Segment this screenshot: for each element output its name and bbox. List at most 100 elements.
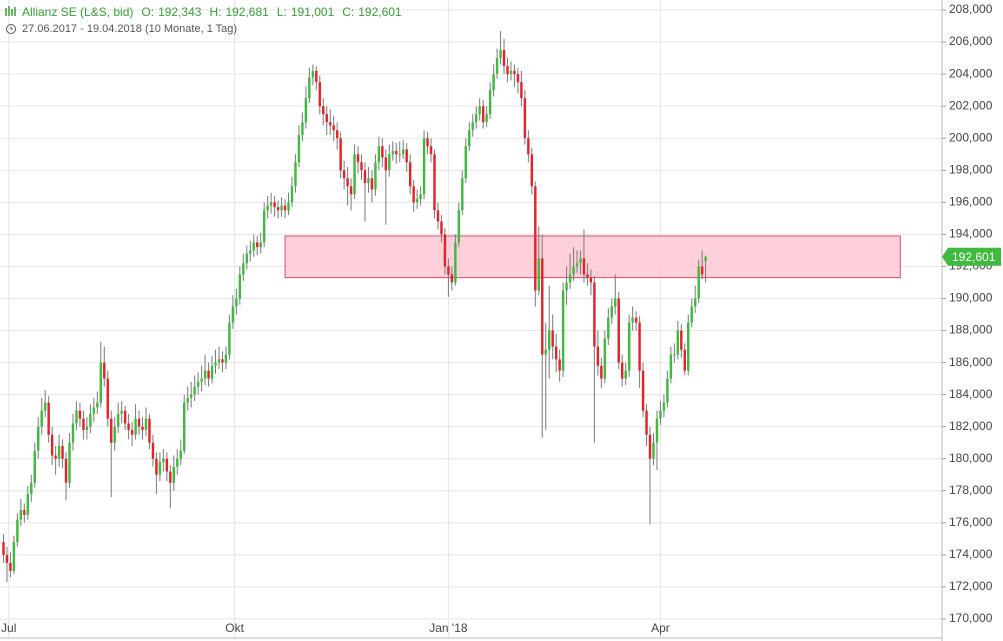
candle-body	[582, 258, 586, 275]
candle-body	[516, 74, 520, 83]
candle-body	[61, 445, 64, 459]
candle-body	[680, 330, 683, 350]
y-tick-label: 182,000	[949, 419, 993, 433]
candle-body	[231, 306, 235, 323]
candle-body	[527, 138, 530, 155]
candle-body	[259, 242, 262, 248]
candle-body	[395, 151, 398, 155]
candle-body	[217, 359, 221, 363]
quote-value: 192,601	[358, 5, 402, 19]
candle-body	[697, 266, 700, 299]
candle-body	[666, 378, 669, 403]
candle-body	[544, 349, 547, 355]
candle-body	[127, 423, 130, 430]
candle-body	[568, 274, 572, 283]
candle-body	[464, 146, 468, 179]
quote-label: L:	[277, 5, 287, 19]
candle-body	[367, 178, 370, 184]
candle-body	[700, 266, 704, 275]
candle-body	[471, 122, 474, 131]
candle-body	[78, 410, 82, 419]
candle-body	[384, 157, 388, 171]
candle-body	[242, 263, 245, 275]
candle-body	[693, 298, 697, 307]
candle-body	[443, 234, 447, 267]
candle-body	[304, 98, 308, 123]
candle-body	[422, 138, 426, 195]
candle-body	[405, 149, 408, 163]
candle-body	[40, 410, 43, 427]
candle-body	[116, 413, 120, 427]
candle-body	[92, 407, 96, 414]
quote-label: O:	[141, 5, 154, 19]
candle-body	[558, 359, 561, 371]
x-tick-label: Okt	[225, 621, 244, 635]
candle-body	[221, 359, 224, 363]
candle-body	[492, 74, 495, 91]
candle-body	[381, 146, 384, 158]
zone-band	[284, 235, 901, 279]
candle-body	[96, 402, 99, 408]
y-tick-label: 188,000	[949, 323, 993, 337]
quote-value: 191,001	[291, 5, 335, 19]
candle-body	[68, 442, 71, 483]
candle-body	[189, 394, 193, 398]
candle-body	[99, 362, 103, 403]
candle-body	[454, 242, 457, 283]
candle-body	[19, 510, 23, 520]
candle-body	[620, 362, 624, 379]
candle-body	[50, 434, 54, 456]
header: Allianz SE (L&S, bid) O: 192,343 H: 192,681…	[5, 5, 402, 35]
candle-body	[402, 149, 405, 155]
candle-body	[641, 370, 645, 411]
candle-body	[520, 82, 523, 99]
candle-body	[252, 242, 255, 251]
candle-body	[391, 151, 395, 155]
y-tick-label: 186,000	[949, 355, 993, 369]
candle-body	[287, 202, 290, 211]
candle-body	[186, 397, 189, 403]
candle-body	[541, 258, 544, 355]
candle-body	[502, 50, 506, 67]
candle-body	[537, 258, 540, 291]
candle-body	[283, 205, 287, 211]
candle-body	[301, 122, 304, 136]
y-tick-label: 174,000	[949, 547, 993, 561]
candle-body	[634, 317, 638, 323]
candle-body	[318, 82, 322, 107]
candle-body	[617, 298, 620, 363]
candle-body	[474, 114, 478, 123]
candle-body	[23, 510, 26, 515]
candle-body	[332, 125, 335, 131]
candle-body	[547, 330, 551, 350]
candle-body	[436, 210, 440, 222]
y-tick-label: 208,000	[949, 2, 993, 16]
y-tick-label: 194,000	[949, 227, 993, 241]
candle-body	[235, 298, 238, 307]
candle-body	[554, 346, 558, 360]
candle-body	[134, 418, 137, 435]
chart-subtitle: 27.06.2017 - 19.04.2018 (10 Monate, 1 Ta…	[22, 23, 237, 35]
candle-body	[64, 458, 68, 483]
candle-body	[137, 418, 141, 427]
candle-body	[249, 250, 252, 254]
candle-body	[193, 386, 196, 395]
candle-body	[200, 378, 203, 382]
candle-body	[614, 298, 617, 307]
candle-body	[262, 210, 266, 243]
candle-body	[71, 423, 75, 443]
last-value-label: 192,601	[952, 250, 996, 264]
candle-body	[196, 381, 200, 387]
y-tick-label: 176,000	[949, 515, 993, 529]
candle-body	[461, 178, 464, 211]
candle-body	[593, 282, 596, 347]
candle-body	[600, 365, 603, 379]
candle-body	[329, 122, 332, 126]
y-tick-label: 184,000	[949, 387, 993, 401]
y-tick-label: 206,000	[949, 34, 993, 48]
candle-body	[575, 263, 579, 267]
candle-body	[325, 114, 328, 123]
candle-body	[9, 562, 12, 571]
